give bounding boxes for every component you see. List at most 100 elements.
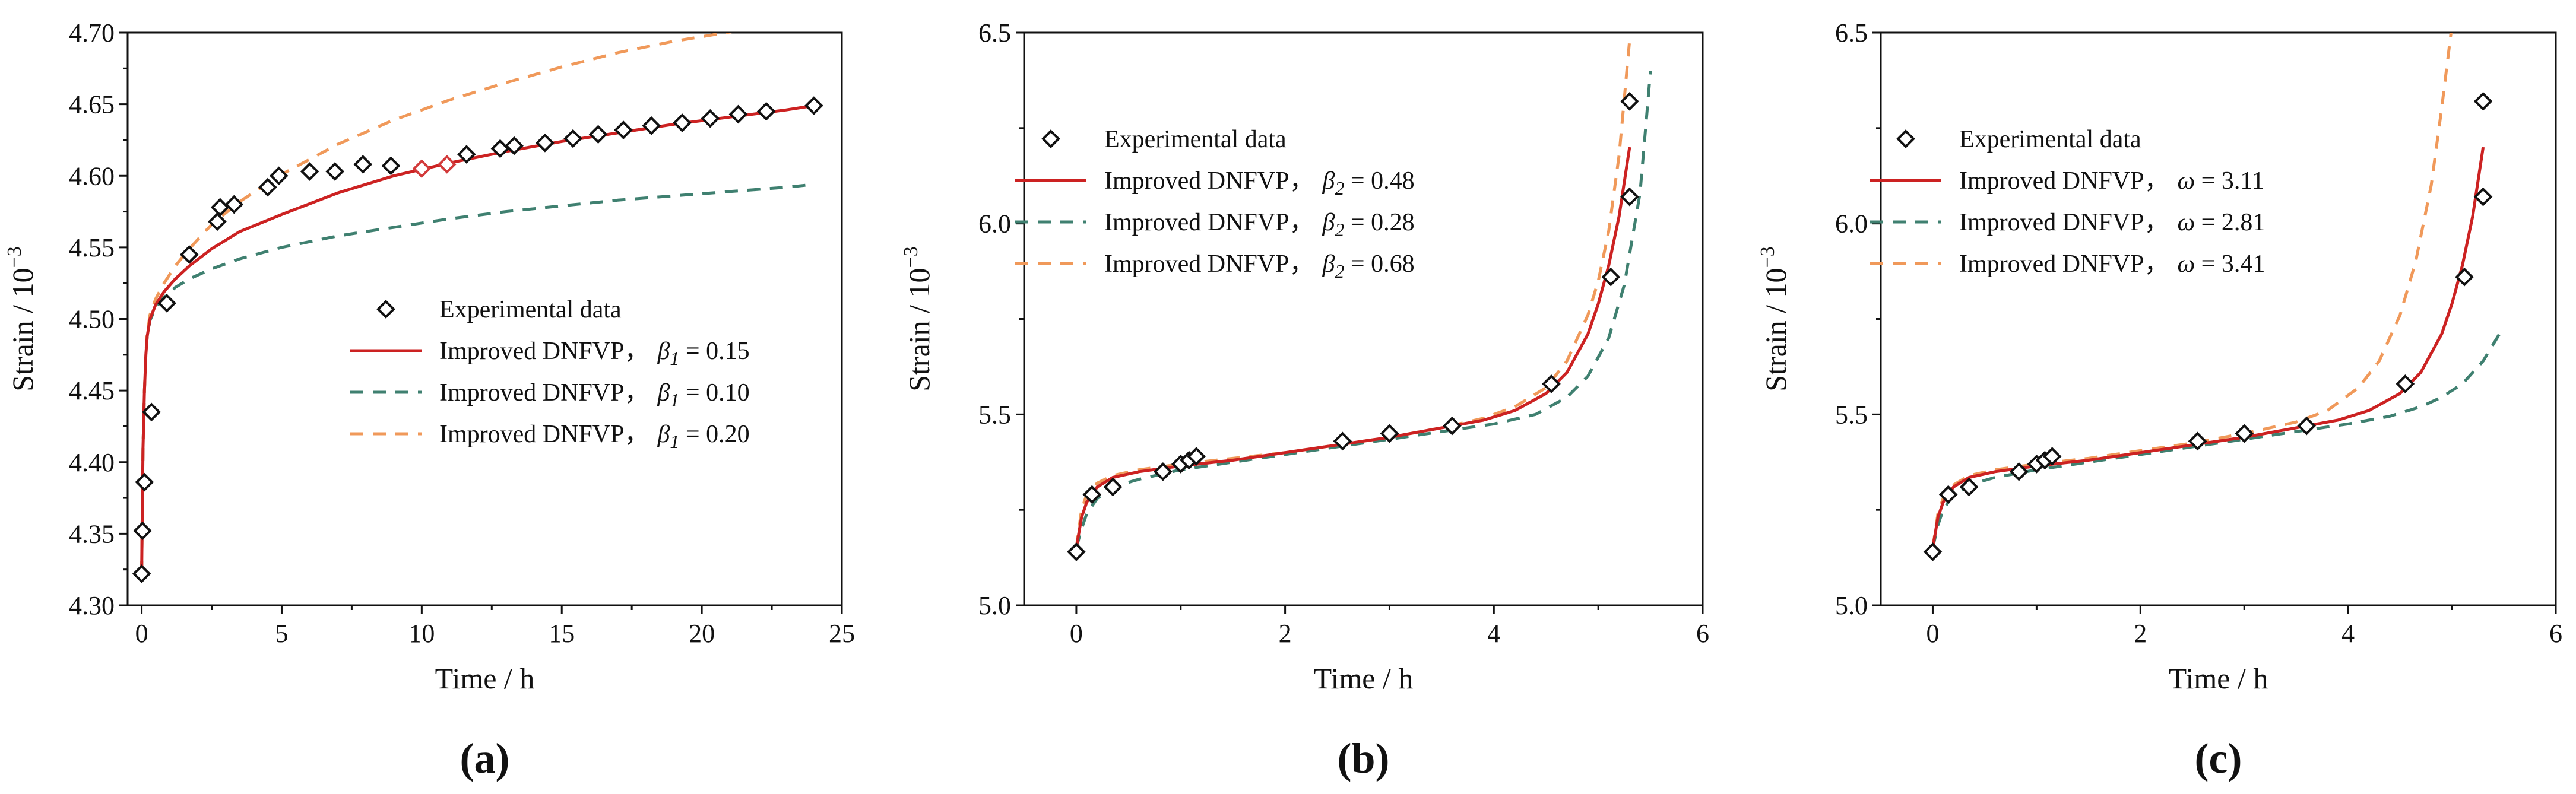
- x-axis-title: Time / h: [1314, 662, 1414, 695]
- y-tick-label: 6.5: [1835, 18, 1868, 47]
- series-line-high: [140, 33, 736, 574]
- experimental-point: [1187, 447, 1206, 466]
- x-tick-label: 6: [1696, 619, 1709, 648]
- experimental-point: [2009, 462, 2029, 481]
- y-axis-title: Strain / 10−3: [900, 246, 936, 392]
- legend-label: Improved DNFVP，: [1959, 250, 2169, 278]
- x-tick-label: 20: [689, 619, 715, 648]
- experimental-point: [756, 101, 776, 121]
- x-tick-label: 4: [1487, 619, 1500, 648]
- experimental-point: [2396, 374, 2415, 393]
- x-tick-label: 10: [408, 619, 435, 648]
- y-tick-label: 4.45: [69, 376, 115, 405]
- x-tick-label: 25: [829, 619, 855, 648]
- panel-a: 0 5 10 15 20 25 4.30 4.35 4.40 4.45 4.50 4.55 4.60 4.…: [4, 18, 855, 782]
- experimental-point: [2235, 424, 2254, 443]
- experimental-point: [1103, 477, 1123, 497]
- legend-entry: Improved DNFVP， β1 = 0.15: [439, 338, 750, 369]
- experimental-point: [642, 116, 661, 135]
- legend-label: Experimental data: [439, 296, 622, 323]
- y-tick-label: 5.5: [1835, 400, 1868, 429]
- y-tick-label: 6.0: [978, 209, 1011, 239]
- x-tick-label: 6: [2549, 619, 2562, 648]
- y-axis-title-text: Strain / 10: [902, 268, 936, 391]
- experimental-point: [1620, 187, 1639, 207]
- series-line-low: [1931, 326, 2505, 549]
- experimental-point: [1959, 477, 1979, 497]
- experimental-point: [536, 133, 555, 153]
- experimental-point: [614, 120, 633, 139]
- legend-value: = 0.10: [679, 379, 749, 406]
- y-axis-title-text: Strain / 10: [1759, 268, 1792, 391]
- panel-b: 0 2 4 6 5.0 5.5 6.0 6.5 Time / h Strain / 10−3 (b)…: [900, 18, 1709, 782]
- y-tick-label: 4.70: [69, 18, 115, 47]
- legend-label: Improved DNFVP，: [1104, 250, 1314, 278]
- legend-value: = 3.11: [2195, 167, 2264, 195]
- legend-param: β: [657, 379, 670, 406]
- legend-entry: Experimental data: [1104, 126, 1287, 153]
- experimental-point: [133, 521, 152, 541]
- x-axis-title: Time / h: [2169, 662, 2268, 695]
- legend-param-subscript: 2: [1335, 219, 1344, 240]
- experimental-point: [588, 125, 608, 144]
- experimental-point: [1082, 485, 1102, 504]
- experimental-point: [157, 294, 176, 313]
- y-tick-label: 5.0: [1835, 591, 1868, 620]
- legend-value: = 0.48: [1344, 167, 1414, 195]
- legend-label: Improved DNFVP，: [1959, 209, 2169, 236]
- legend-entry: Improved DNFVP， β2 = 0.68: [1104, 250, 1415, 282]
- legend-value: = 2.81: [2195, 209, 2265, 236]
- y-tick-label: 6.0: [1835, 209, 1868, 239]
- x-tick-label: 0: [135, 619, 148, 648]
- y-tick-label: 5.5: [978, 400, 1011, 429]
- series-line-best: [1075, 147, 1631, 548]
- experimental-point: [2042, 447, 2062, 466]
- legend-param-subscript: 2: [1335, 177, 1344, 199]
- experimental-point: [300, 162, 319, 181]
- legend-label: Improved DNFVP，: [439, 421, 649, 448]
- y-tick-label: 4.50: [69, 305, 115, 334]
- experimental-point: [1333, 431, 1352, 451]
- experimental-point: [1542, 374, 1561, 393]
- legend-param: ω: [2178, 250, 2195, 278]
- experimental-point: [1923, 542, 1943, 561]
- panel-label: (b): [1338, 735, 1390, 782]
- legend-value: = 0.28: [1344, 209, 1414, 236]
- experimental-point: [2188, 431, 2207, 451]
- legend-param-subscript: 1: [670, 389, 679, 411]
- legend-label: Improved DNFVP，: [1959, 167, 2169, 195]
- experimental-point: [2297, 416, 2317, 436]
- legend-entry: Experimental data: [439, 296, 622, 323]
- experimental-point: [804, 96, 823, 115]
- panel-c: 0 2 4 6 5.0 5.5 6.0 6.5 Time / h Strain / 10−3 (c)…: [1757, 18, 2562, 782]
- experimental-point: [2473, 91, 2493, 111]
- y-axis-title-exponent: −3: [1757, 246, 1779, 268]
- legend-marker: [1896, 129, 1915, 148]
- legend-entry: Improved DNFVP， β1 = 0.10: [439, 379, 750, 411]
- legend-label: Improved DNFVP，: [439, 338, 649, 365]
- legend-param: β: [1322, 167, 1335, 195]
- experimental-point: [1380, 424, 1399, 443]
- legend-value: = 0.20: [679, 421, 749, 448]
- legend-entry: Improved DNFVP， β2 = 0.48: [1104, 167, 1415, 199]
- legend-param: β: [657, 338, 670, 365]
- series-line-best: [1931, 147, 2485, 548]
- x-tick-label: 4: [2341, 619, 2355, 648]
- panel-label: (c): [2195, 735, 2242, 782]
- y-tick-label: 6.5: [978, 18, 1011, 47]
- y-axis-title-text: Strain / 10: [6, 268, 39, 391]
- legend-marker: [1041, 129, 1060, 148]
- series-line-low: [1075, 71, 1652, 549]
- experimental-point: [135, 472, 154, 492]
- y-tick-label: 4.55: [69, 233, 115, 262]
- legend: Experimental data Improved DNFVP， ω = 3.11…: [1870, 126, 2265, 278]
- y-axis-title: Strain / 10−3: [1757, 246, 1792, 392]
- legend-entry: Improved DNFVP， ω = 2.81: [1959, 209, 2265, 236]
- x-tick-label: 0: [1070, 619, 1083, 648]
- legend-label: Experimental data: [1959, 126, 2141, 153]
- legend-label: Improved DNFVP，: [1104, 167, 1314, 195]
- x-tick-label: 2: [2134, 619, 2147, 648]
- experimental-point: [1938, 485, 1958, 504]
